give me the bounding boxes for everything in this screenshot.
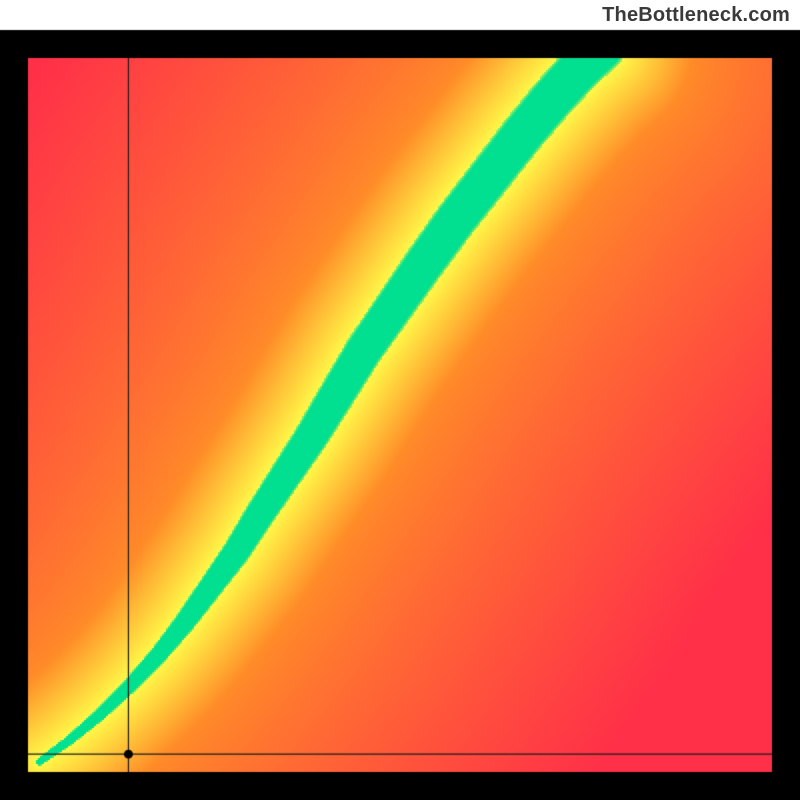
heatmap-canvas	[0, 0, 800, 800]
watermark-text: TheBottleneck.com	[602, 4, 790, 27]
figure-container: TheBottleneck.com	[0, 0, 800, 800]
